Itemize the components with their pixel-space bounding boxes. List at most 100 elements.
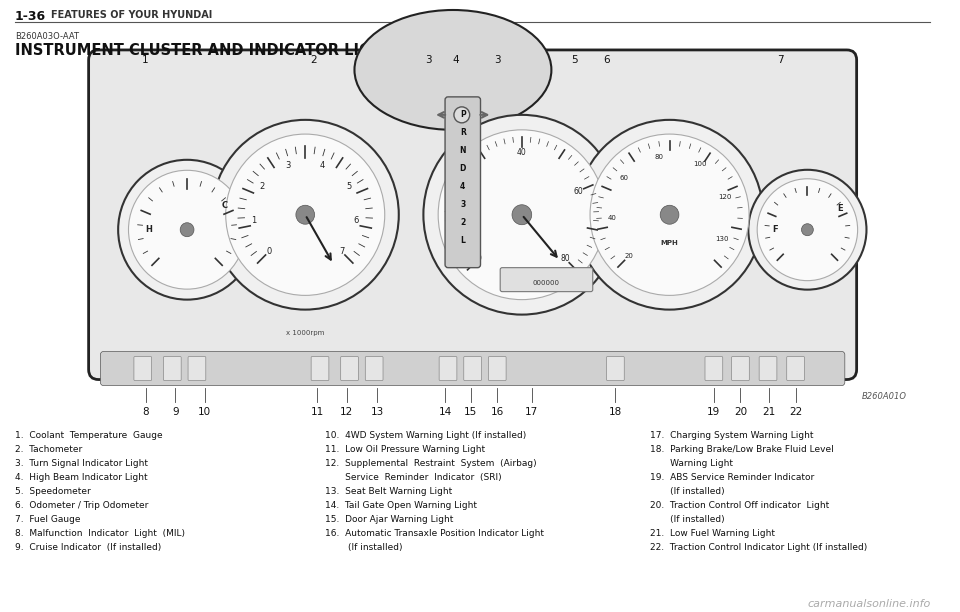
Text: 19.  ABS Service Reminder Indicator: 19. ABS Service Reminder Indicator <box>650 474 814 482</box>
Text: B260A01O: B260A01O <box>861 392 906 400</box>
Text: 6: 6 <box>353 216 359 225</box>
FancyBboxPatch shape <box>464 357 482 381</box>
Text: 7: 7 <box>339 247 345 256</box>
Text: P: P <box>460 110 466 119</box>
Text: 7: 7 <box>778 55 784 65</box>
Text: 000000: 000000 <box>533 280 560 286</box>
Text: 80: 80 <box>561 254 570 263</box>
FancyBboxPatch shape <box>500 267 592 292</box>
Text: 40: 40 <box>517 148 527 157</box>
Circle shape <box>454 107 469 123</box>
Circle shape <box>802 224 813 236</box>
Text: 11.  Low Oil Pressure Warning Light: 11. Low Oil Pressure Warning Light <box>324 446 485 455</box>
Text: 4: 4 <box>452 55 459 65</box>
Text: 2: 2 <box>310 55 317 65</box>
Text: 12.  Supplemental  Restraint  System  (Airbag): 12. Supplemental Restraint System (Airba… <box>324 460 537 468</box>
FancyBboxPatch shape <box>732 357 750 381</box>
Text: E: E <box>837 204 843 213</box>
Circle shape <box>129 170 246 289</box>
Text: 16.  Automatic Transaxle Position Indicator Light: 16. Automatic Transaxle Position Indicat… <box>324 529 544 539</box>
Text: 20: 20 <box>461 187 470 196</box>
Text: 80: 80 <box>655 154 663 160</box>
Text: carmanualsonline.info: carmanualsonline.info <box>807 599 930 610</box>
Text: 3: 3 <box>494 55 500 65</box>
Text: Service  Reminder  Indicator  (SRI): Service Reminder Indicator (SRI) <box>324 474 501 482</box>
Text: 3: 3 <box>285 161 291 170</box>
Text: 100: 100 <box>693 162 707 168</box>
Text: (If installed): (If installed) <box>324 543 402 552</box>
Text: 22.  Traction Control Indicator Light (If installed): 22. Traction Control Indicator Light (If… <box>650 543 867 552</box>
Text: (If installed): (If installed) <box>650 515 725 524</box>
Text: FEATURES OF YOUR HYUNDAI: FEATURES OF YOUR HYUNDAI <box>51 10 212 20</box>
Circle shape <box>423 115 620 315</box>
Text: 1: 1 <box>141 55 148 65</box>
FancyBboxPatch shape <box>188 357 205 381</box>
Text: 4: 4 <box>460 182 466 192</box>
Text: 18: 18 <box>609 408 622 417</box>
Text: 0: 0 <box>266 247 272 256</box>
Text: 3.  Turn Signal Indicator Light: 3. Turn Signal Indicator Light <box>14 460 148 468</box>
Text: 17.  Charging System Warning Light: 17. Charging System Warning Light <box>650 431 813 441</box>
Text: R: R <box>460 129 466 137</box>
Text: 7.  Fuel Gauge: 7. Fuel Gauge <box>14 515 81 524</box>
Text: 0: 0 <box>476 254 481 263</box>
Text: 13: 13 <box>371 408 384 417</box>
Text: 20: 20 <box>624 253 633 259</box>
Text: 18.  Parking Brake/Low Brake Fluid Level: 18. Parking Brake/Low Brake Fluid Level <box>650 446 833 455</box>
Text: 20: 20 <box>733 408 747 417</box>
FancyBboxPatch shape <box>366 357 383 381</box>
FancyBboxPatch shape <box>705 357 723 381</box>
Circle shape <box>296 205 315 224</box>
Text: 22: 22 <box>789 408 803 417</box>
Text: INSTRUMENT CLUSTER AND INDICATOR LIGHTS: INSTRUMENT CLUSTER AND INDICATOR LIGHTS <box>14 43 404 58</box>
Circle shape <box>118 160 256 300</box>
FancyBboxPatch shape <box>607 357 624 381</box>
Text: 5: 5 <box>571 55 577 65</box>
FancyBboxPatch shape <box>311 357 329 381</box>
FancyBboxPatch shape <box>439 357 457 381</box>
FancyBboxPatch shape <box>445 97 481 267</box>
Text: 15: 15 <box>464 408 477 417</box>
Text: 6: 6 <box>603 55 610 65</box>
Text: 8: 8 <box>142 408 149 417</box>
Text: 5: 5 <box>347 182 351 192</box>
Circle shape <box>749 170 867 289</box>
Text: C: C <box>222 201 228 210</box>
FancyBboxPatch shape <box>341 357 358 381</box>
Text: 20.  Traction Control Off indicator  Light: 20. Traction Control Off indicator Light <box>650 501 829 510</box>
Circle shape <box>576 120 763 310</box>
Text: 8.  Malfunction  Indicator  Light  (MIL): 8. Malfunction Indicator Light (MIL) <box>14 529 184 539</box>
Text: 4: 4 <box>320 161 324 170</box>
Circle shape <box>512 205 532 225</box>
Ellipse shape <box>354 10 551 130</box>
Circle shape <box>226 134 385 296</box>
FancyBboxPatch shape <box>759 357 777 381</box>
Text: 60: 60 <box>573 187 583 196</box>
Text: 21.  Low Fuel Warning Light: 21. Low Fuel Warning Light <box>650 529 775 539</box>
Text: 3: 3 <box>460 200 466 209</box>
Text: 13.  Seat Belt Warning Light: 13. Seat Belt Warning Light <box>324 487 452 496</box>
Text: 19: 19 <box>708 408 721 417</box>
Text: Warning Light: Warning Light <box>650 460 732 468</box>
Text: B260A03O-AAT: B260A03O-AAT <box>14 32 79 41</box>
Text: D: D <box>460 164 466 173</box>
Text: N: N <box>460 146 466 155</box>
Text: 14.  Tail Gate Open Warning Light: 14. Tail Gate Open Warning Light <box>324 501 477 510</box>
Circle shape <box>438 130 606 300</box>
Text: 1.  Coolant  Temperature  Gauge: 1. Coolant Temperature Gauge <box>14 431 162 441</box>
Text: 40: 40 <box>608 215 616 222</box>
FancyBboxPatch shape <box>489 357 506 381</box>
Text: (If installed): (If installed) <box>650 487 725 496</box>
Text: 17: 17 <box>525 408 539 417</box>
Text: 16: 16 <box>491 408 504 417</box>
Text: 4.  High Beam Indicator Light: 4. High Beam Indicator Light <box>14 474 148 482</box>
FancyBboxPatch shape <box>101 351 845 386</box>
Text: 60: 60 <box>619 176 629 181</box>
Text: 130: 130 <box>716 236 730 242</box>
Text: 9: 9 <box>172 408 179 417</box>
Text: 2: 2 <box>259 182 264 192</box>
Text: 14: 14 <box>439 408 452 417</box>
Text: 6.  Odometer / Trip Odometer: 6. Odometer / Trip Odometer <box>14 501 148 510</box>
Text: 5.  Speedometer: 5. Speedometer <box>14 487 90 496</box>
Text: 1-36: 1-36 <box>14 10 46 23</box>
